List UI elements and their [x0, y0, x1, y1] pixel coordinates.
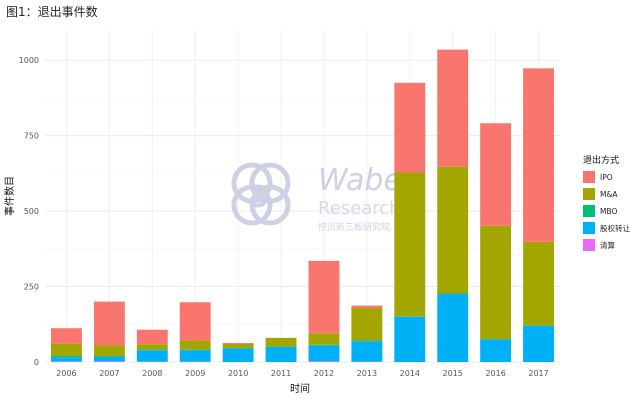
bar-segment — [308, 333, 340, 345]
bar-segment — [93, 301, 125, 346]
bar-segment — [136, 349, 168, 351]
bar-segment — [351, 340, 383, 342]
x-tick-label: 2017 — [528, 369, 548, 378]
bar-segment — [308, 345, 340, 362]
legend-label: MBO — [600, 207, 617, 216]
bar-segment — [222, 348, 254, 362]
bar-segment — [179, 349, 211, 351]
bar-segment — [265, 337, 297, 347]
bar-segment — [51, 357, 82, 362]
bar-segment — [265, 346, 297, 362]
legend-swatch — [583, 205, 595, 217]
bar-segment — [93, 361, 125, 362]
wabei-logo-icon: 3 — [231, 162, 291, 226]
bar-segment — [93, 345, 125, 356]
bar-segment — [222, 343, 254, 349]
watermark-cn: 挖贝新三板研究院 — [318, 221, 390, 233]
bars — [51, 49, 554, 362]
bar-segment — [437, 293, 469, 295]
bar-segment — [523, 325, 554, 362]
bar-segment — [93, 355, 125, 357]
bar-segment — [51, 343, 82, 356]
legend-swatch — [583, 239, 595, 251]
bar-segment — [51, 355, 82, 358]
x-tick-label: 2013 — [357, 369, 377, 378]
bar-segment — [308, 361, 340, 362]
x-tick-label: 2011 — [271, 369, 291, 378]
x-tick-label: 2016 — [485, 369, 505, 378]
bar-segment — [51, 328, 82, 344]
bar-segment — [351, 341, 383, 362]
x-tick-label: 2009 — [185, 369, 205, 378]
x-tick-label: 2006 — [56, 369, 76, 378]
legend-label: IPO — [600, 173, 613, 182]
legend-label: 股权转让 — [600, 223, 630, 233]
bar-segment — [179, 302, 211, 341]
y-tick-label: 0 — [34, 358, 39, 367]
x-tick-label: 2010 — [228, 369, 248, 378]
bar-segment — [179, 340, 211, 350]
legend-swatch — [583, 171, 595, 183]
bar-segment — [222, 342, 254, 344]
bar-segment — [480, 339, 512, 362]
y-tick-label: 250 — [24, 283, 39, 292]
y-tick-labels: 0 250 500 750 1000 — [19, 56, 39, 367]
x-tick-labels: 2006 2007 2008 2009 2010 2011 2012 2013 2014 2015… — [56, 369, 548, 378]
plot-panel — [45, 30, 560, 362]
bar-segment — [179, 350, 211, 362]
bar-segment — [480, 123, 512, 226]
watermark-sub: Research — [318, 198, 401, 219]
y-axis-title: 事件数目 — [3, 176, 16, 216]
bar-segment — [394, 172, 426, 317]
bar-segment — [394, 316, 426, 362]
bar-segment — [308, 260, 340, 334]
bar-segment — [351, 307, 383, 341]
figure-title: 图1：退出事件数 — [6, 5, 98, 19]
bar-segment — [136, 350, 168, 362]
legend-label: 清算 — [600, 240, 615, 250]
bar-segment — [523, 68, 554, 242]
y-tick-label: 1000 — [19, 56, 39, 65]
bar-segment — [93, 356, 125, 362]
legend-title: 退出方式 — [583, 154, 619, 166]
bar-segment — [437, 49, 469, 167]
x-tick-label: 2014 — [400, 369, 420, 378]
legend-label: M&A — [600, 190, 618, 199]
x-tick-label: 2015 — [443, 369, 463, 378]
y-tick-label: 750 — [24, 132, 39, 141]
bar-segment — [308, 344, 340, 346]
bar-segment — [394, 82, 426, 173]
bar-segment — [351, 305, 383, 308]
x-axis-title: 时间 — [290, 382, 310, 395]
legend-swatch — [583, 188, 595, 200]
bar-segment — [437, 294, 469, 362]
bar-segment — [480, 225, 512, 340]
x-tick-label: 2008 — [142, 369, 162, 378]
x-tick-label: 2012 — [314, 369, 334, 378]
bar-segment — [437, 166, 469, 294]
bar-segment — [51, 361, 82, 362]
y-tick-label: 500 — [24, 207, 39, 216]
svg-text:3: 3 — [248, 180, 269, 215]
legend-swatch — [583, 222, 595, 234]
bar-segment — [523, 241, 554, 326]
x-tick-label: 2007 — [99, 369, 119, 378]
bar-segment — [136, 344, 168, 350]
bar-segment — [136, 329, 168, 345]
